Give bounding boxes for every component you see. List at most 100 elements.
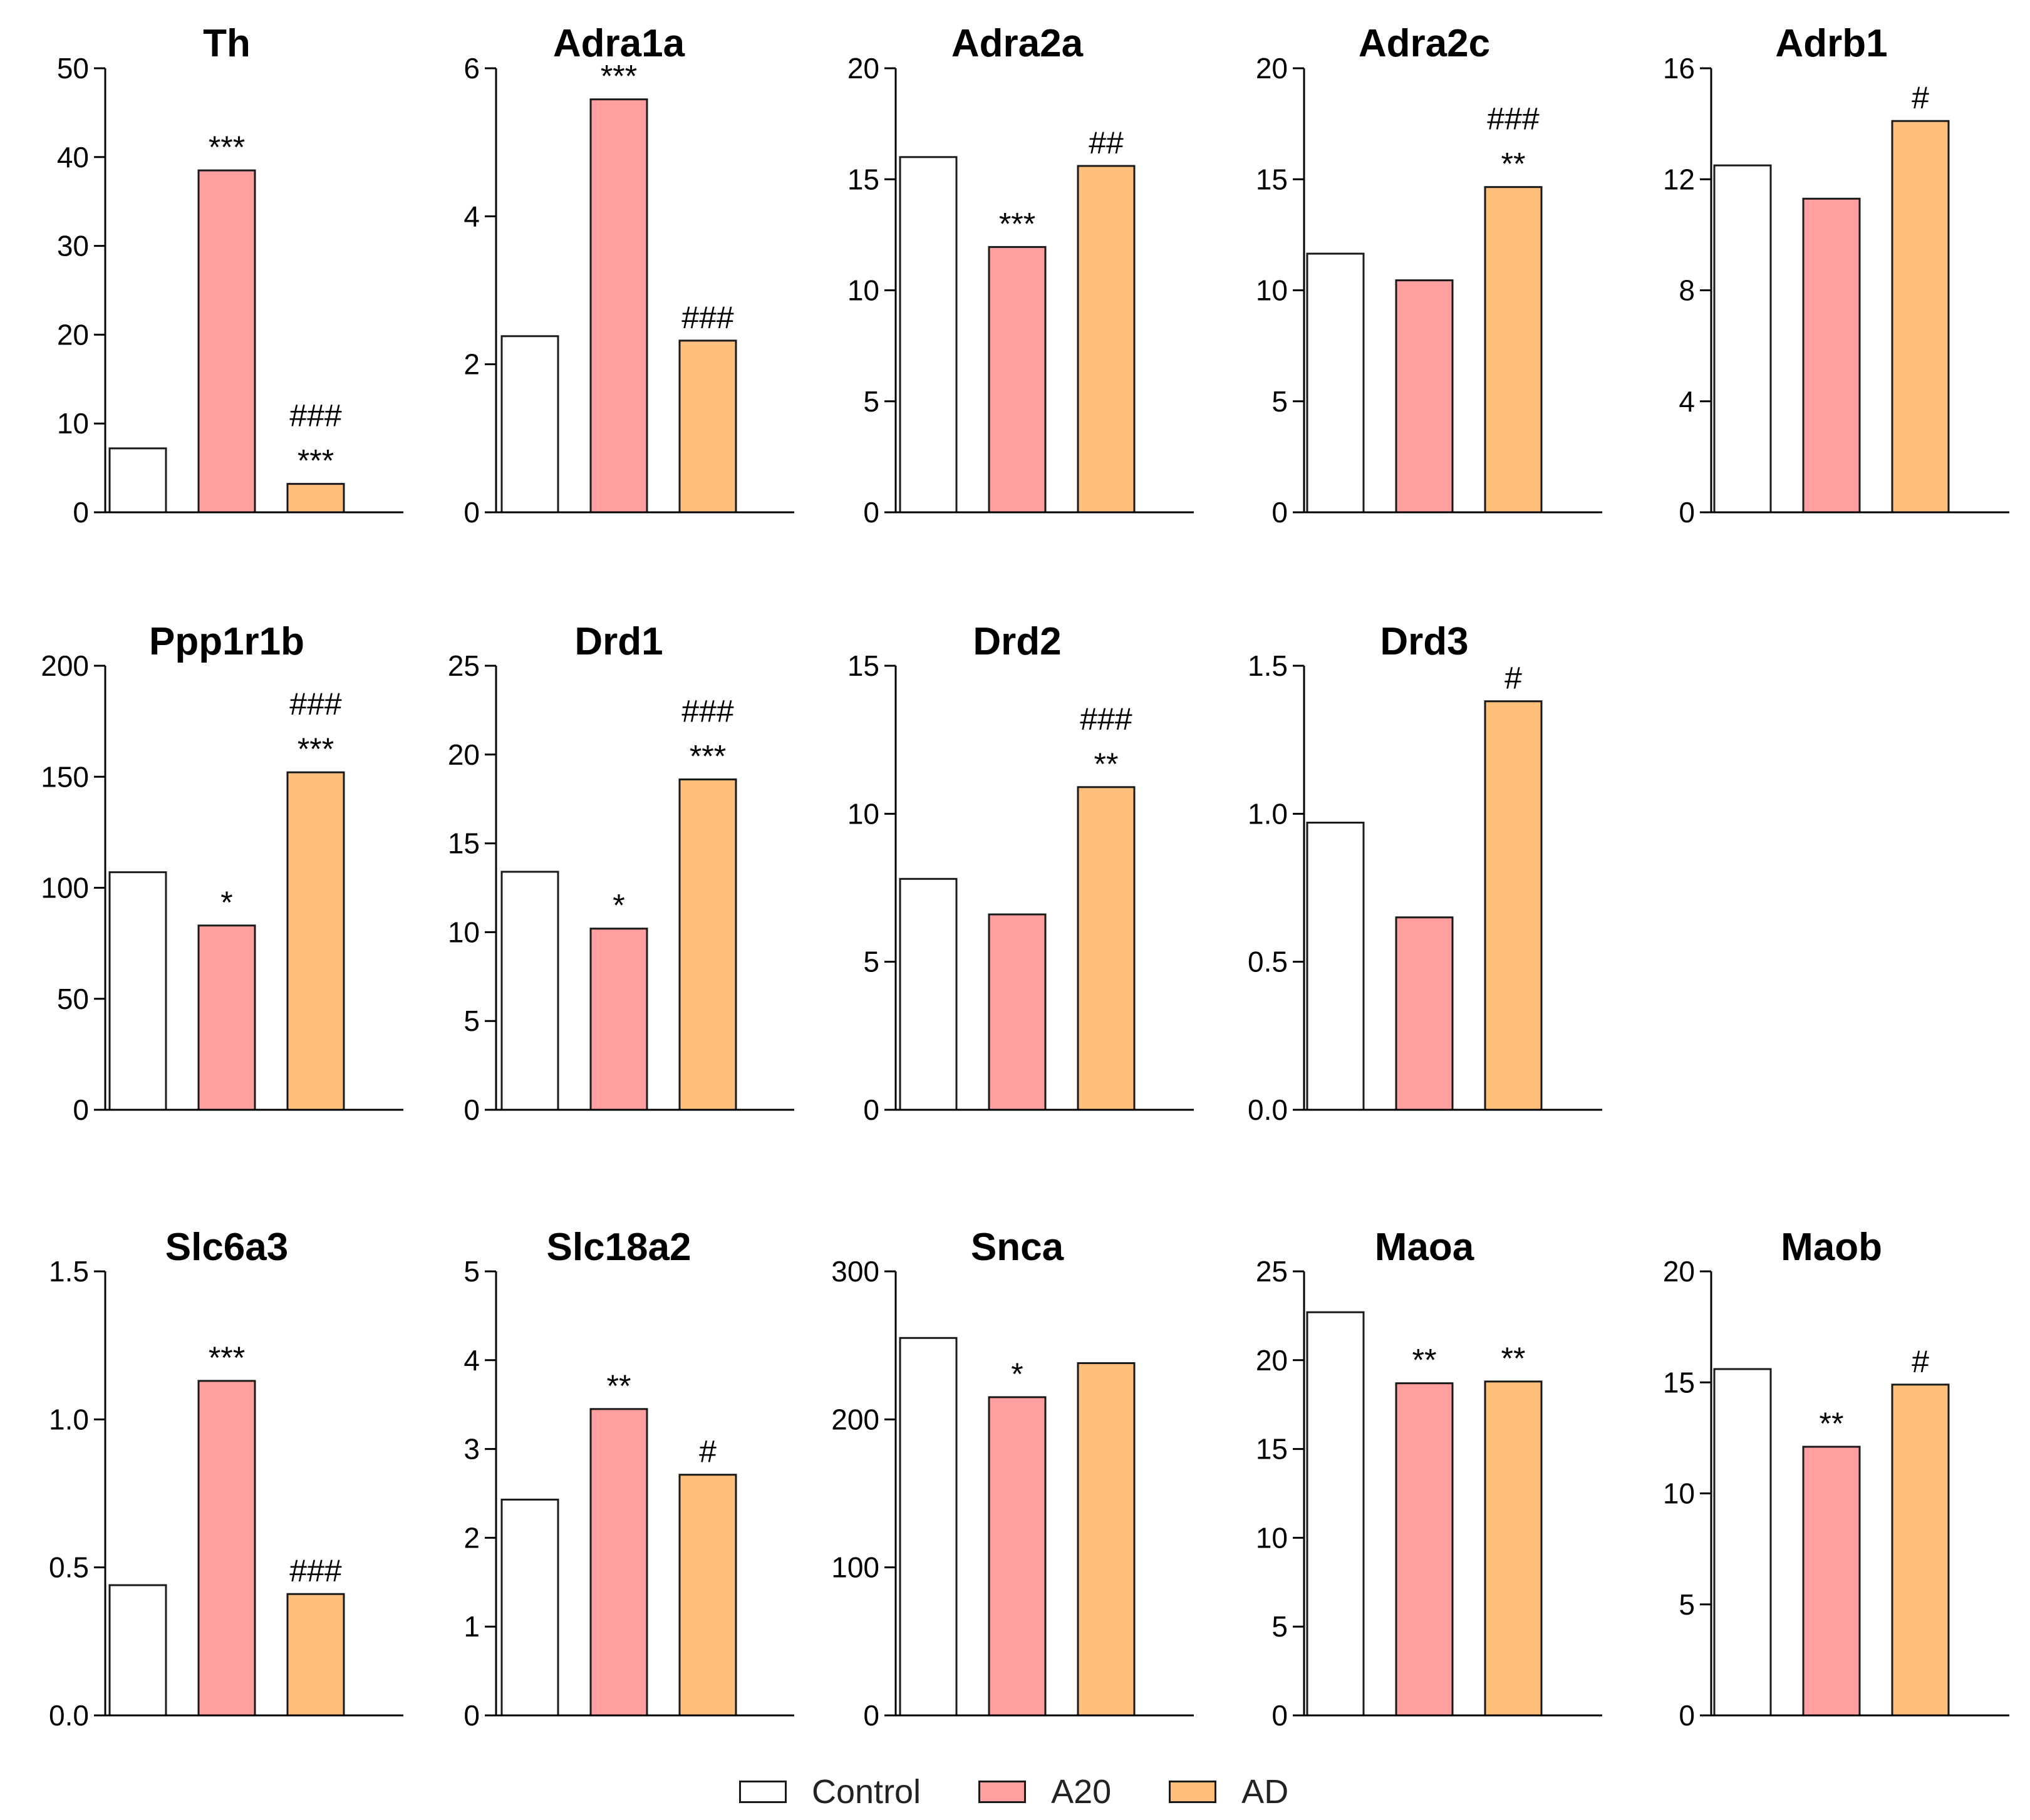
bar-adra2c-control [1306, 252, 1365, 514]
bar-drd3-a20 [1395, 916, 1454, 1111]
bar-slc18a2-control [500, 1498, 559, 1717]
panel-maob: Maob 0 5 10 15 20 ** # [1663, 1226, 2009, 1732]
bar-maob-a20 [1802, 1445, 1861, 1717]
legend-swatch-ad [1169, 1781, 1217, 1803]
y-tick-label-drd2: 5 [863, 946, 879, 978]
y-tick-label-adrb1: 16 [1663, 52, 1695, 85]
bar-ppp1r1b-control [108, 871, 167, 1111]
bar-adra2a-a20 [988, 246, 1047, 514]
y-tick-label-adra2a: 10 [847, 274, 879, 307]
panel-title-ppp1r1b: Ppp1r1b [149, 620, 304, 663]
bar-slc6a3-ad [286, 1593, 345, 1717]
bar-drd2-a20 [988, 913, 1047, 1111]
y-tick-label-maoa: 10 [1256, 1521, 1288, 1554]
panel-title-drd3: Drd3 [1380, 620, 1468, 663]
y-tick-label-th: 50 [57, 52, 89, 85]
y-tick-label-maoa: 5 [1271, 1610, 1288, 1643]
panel-title-adra2a: Adra2a [951, 22, 1084, 65]
y-tick-label-adra2a: 20 [847, 52, 879, 85]
significance-label-th-ad: *** [298, 443, 334, 478]
significance-label-slc6a3-a20: *** [209, 1340, 245, 1375]
significance-label-th-a20: *** [209, 130, 245, 165]
panel-maoa: Maoa 0 5 10 15 20 25 ** ** [1256, 1226, 1602, 1732]
y-tick-label-slc6a3: 1.0 [49, 1403, 89, 1435]
y-tick-label-snca: 200 [831, 1403, 879, 1435]
y-tick-label-adra1a: 4 [463, 200, 480, 232]
y-tick-label-maoa: 20 [1256, 1344, 1288, 1377]
bar-slc18a2-a20 [589, 1408, 648, 1717]
bar-ppp1r1b-a20 [197, 924, 256, 1111]
y-tick-label-drd3: 1.0 [1248, 797, 1288, 830]
bar-drd1-control [500, 871, 559, 1111]
bar-adra1a-a20 [589, 98, 648, 514]
panel-title-slc6a3: Slc6a3 [165, 1226, 289, 1269]
y-tick-label-snca: 100 [831, 1551, 879, 1584]
y-tick-label-slc18a2: 5 [463, 1255, 480, 1288]
significance-label-drd1-ad: *** [690, 739, 726, 774]
significance-label-adra1a-ad: ### [681, 300, 734, 335]
legend-label-a20: A20 [1051, 1773, 1112, 1811]
panel-title-adra1a: Adra1a [553, 22, 685, 65]
significance-label-slc6a3-ad: ### [289, 1553, 342, 1588]
y-tick-label-ppp1r1b: 150 [41, 760, 89, 793]
y-tick-label-ppp1r1b: 100 [41, 872, 89, 904]
significance-label-drd1-a20: * [613, 888, 624, 923]
y-tick-label-maob: 20 [1663, 1255, 1695, 1288]
y-tick-label-drd3: 0.5 [1248, 946, 1288, 978]
y-tick-label-adra2c: 5 [1271, 385, 1288, 418]
y-tick-label-drd1: 5 [463, 1005, 480, 1037]
panel-ppp1r1b: Ppp1r1b 0 50 100 150 200 * ### *** [41, 620, 403, 1126]
panel-drd3: Drd3 0.0 0.5 1.0 1.5 # [1248, 620, 1602, 1126]
panel-title-th: Th [203, 22, 251, 65]
y-tick-label-maob: 15 [1663, 1366, 1695, 1399]
legend: Control A20 AD [739, 1770, 1346, 1814]
y-tick-label-adrb1: 4 [1679, 385, 1695, 418]
y-tick-label-slc6a3: 1.5 [49, 1255, 89, 1288]
y-tick-label-drd1: 25 [448, 649, 480, 682]
y-tick-label-ppp1r1b: 50 [57, 983, 89, 1015]
y-tick-label-snca: 300 [831, 1255, 879, 1288]
significance-label-ppp1r1b-ad: *** [298, 732, 334, 767]
y-tick-label-th: 30 [57, 230, 89, 262]
panel-th: Th 0 10 20 30 40 50 *** ### *** [57, 22, 403, 529]
panel-title-slc18a2: Slc18a2 [547, 1226, 691, 1269]
y-tick-label-drd3: 0.0 [1248, 1094, 1288, 1126]
y-tick-label-drd1: 10 [448, 916, 480, 948]
significance-label-maoa-ad: ** [1501, 1341, 1526, 1376]
bar-snca-control [899, 1337, 958, 1717]
panel-drd2: Drd2 0 5 10 15 ### ** [847, 620, 1194, 1126]
y-tick-label-drd1: 20 [448, 738, 480, 771]
legend-item-control: Control [739, 1772, 921, 1811]
significance-label-snca-a20: * [1011, 1357, 1023, 1392]
panel-slc6a3: Slc6a3 0.0 0.5 1.0 1.5 *** ### [49, 1226, 403, 1732]
panel-adra2a: Adra2a 0 5 10 15 20 *** ## [847, 22, 1194, 529]
y-tick-label-maoa: 15 [1256, 1433, 1288, 1466]
bar-drd2-ad [1077, 786, 1136, 1111]
significance-label-adra2a-ad: ## [1089, 125, 1124, 160]
legend-label-ad: AD [1241, 1773, 1289, 1811]
significance-label-slc18a2-a20: ** [607, 1368, 631, 1404]
panel-drd1: Drd1 0 5 10 15 20 25 * ### *** [448, 620, 794, 1126]
significance-label-maob-ad: # [1912, 1344, 1929, 1379]
y-tick-label-adra2c: 0 [1271, 496, 1288, 529]
panel-slc18a2: Slc18a2 0 1 2 3 4 5 ** # [463, 1226, 794, 1732]
bar-maob-control [1713, 1368, 1772, 1717]
significance-label-drd3-ad: # [1504, 661, 1522, 696]
bar-adra2c-a20 [1395, 279, 1454, 514]
y-tick-label-adra1a: 6 [463, 52, 480, 85]
y-tick-label-ppp1r1b: 200 [41, 649, 89, 682]
panel-title-drd1: Drd1 [574, 620, 663, 663]
y-tick-label-adra2a: 15 [847, 163, 879, 195]
bar-th-a20 [197, 169, 256, 514]
y-tick-label-th: 20 [57, 318, 89, 351]
y-tick-label-th: 10 [57, 407, 89, 440]
significance-label-drd2-ad: ** [1094, 747, 1119, 782]
bar-maoa-ad [1484, 1380, 1543, 1717]
panel-snca: Snca 0 100 200 300 * [831, 1226, 1194, 1732]
y-tick-label-slc6a3: 0.5 [49, 1551, 89, 1584]
significance-label-drd1-ad: ### [681, 694, 734, 729]
bar-drd2-control [899, 877, 958, 1111]
y-tick-label-slc18a2: 0 [463, 1699, 480, 1732]
y-tick-label-drd3: 1.5 [1248, 649, 1288, 682]
